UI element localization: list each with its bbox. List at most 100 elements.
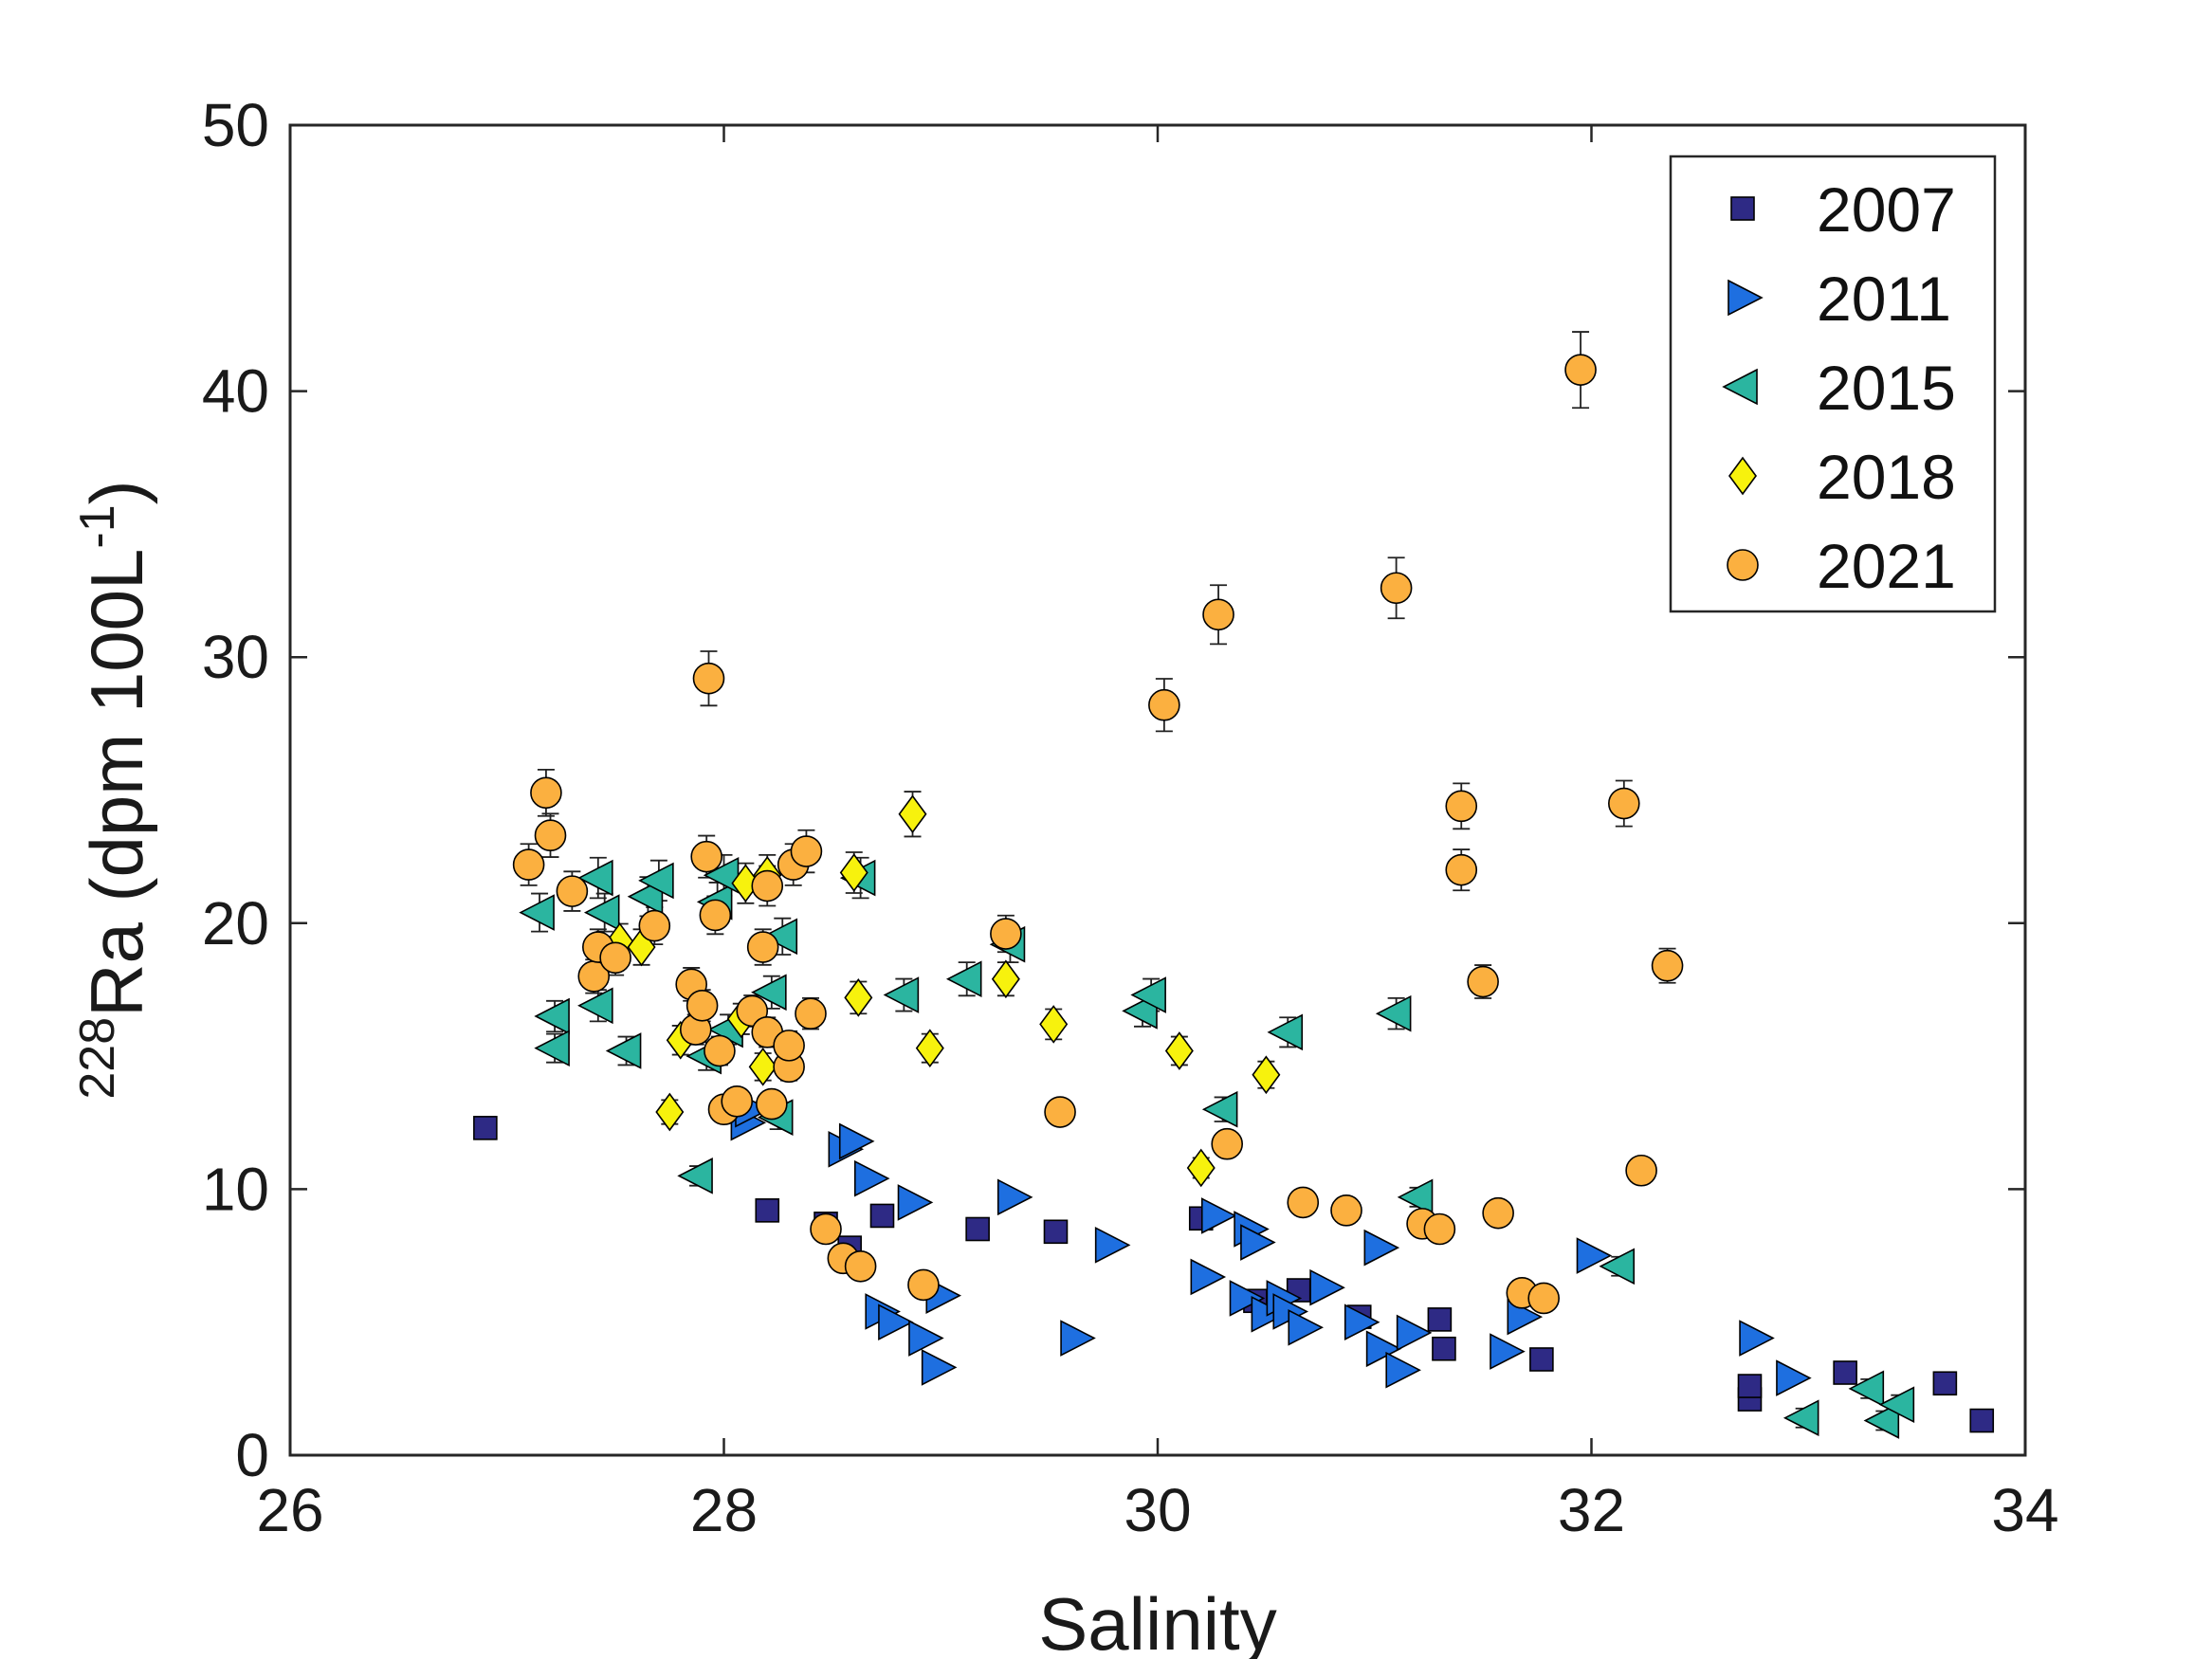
y-axis-label-main: Ra (dpm 100L (75, 549, 158, 1017)
series-2021-point (1564, 354, 1597, 386)
series-2021-point (1211, 1127, 1243, 1160)
series-2021-point (1445, 790, 1478, 823)
legend-marker (1728, 456, 1757, 496)
series-2011-point (1200, 1197, 1237, 1234)
y-axis-superscript: 228 (70, 1017, 125, 1100)
legend-item-2007: 2007 (1730, 174, 1956, 245)
series-2021-point (1651, 949, 1684, 982)
series-2007-point (965, 1216, 990, 1242)
series-2011-point (1190, 1258, 1227, 1296)
series-2021-point (990, 918, 1022, 950)
series-2015-point (1782, 1399, 1819, 1437)
series-2011-point (838, 1122, 875, 1160)
data-points (473, 354, 1995, 1439)
series-2021-point (599, 941, 631, 975)
series-2021-point (638, 909, 671, 942)
series-2011-point (1385, 1351, 1421, 1389)
y-axis-label-close: ) (75, 480, 158, 504)
y-tick-label: 40 (202, 357, 269, 426)
legend-item-2018: 2018 (1728, 442, 1956, 512)
series-2011-point (1309, 1268, 1345, 1306)
legend-items: 2007 2011 2015 2018 2021 (1722, 174, 1956, 601)
series-2011-point (921, 1349, 958, 1386)
legend-label: 2015 (1817, 353, 1956, 423)
series-2021-point (1467, 965, 1499, 998)
series-2021-point (1527, 1282, 1560, 1315)
legend-marker (1728, 279, 1764, 317)
series-2011-point (1344, 1304, 1380, 1341)
x-axis-title: Salinity (1038, 1582, 1276, 1659)
series-2007-point (1529, 1347, 1554, 1372)
series-2021-point (746, 931, 779, 963)
series-2021-point (699, 899, 732, 932)
tick-labels: 26 28 30 32 34 0 10 20 30 40 50 (202, 91, 2059, 1544)
series-2021-point (704, 1034, 736, 1067)
series-2011-point (1240, 1224, 1276, 1261)
y-tick-label: 0 (235, 1421, 269, 1489)
series-2011-point (1363, 1229, 1400, 1267)
legend: 2007 2011 2015 2018 2021 (1669, 155, 1997, 613)
series-2018-point (844, 978, 873, 1017)
series-2021-point (1423, 1212, 1456, 1246)
series-2021-point (1044, 1096, 1076, 1128)
series-2018-point (839, 853, 868, 892)
series-2011-point (897, 1184, 934, 1221)
series-2007-point (1932, 1371, 1958, 1396)
series-2011-point (1094, 1227, 1131, 1264)
legend-marker (1722, 368, 1758, 406)
legend-label: 2018 (1817, 442, 1956, 512)
x-tick-label: 30 (1124, 1476, 1191, 1544)
series-2021-point (1330, 1194, 1362, 1227)
legend-box (1669, 155, 1997, 613)
series-2011-point (853, 1159, 890, 1197)
series-2021-point (530, 776, 562, 810)
series-2015-point (1130, 976, 1166, 1013)
series-2018-point (991, 959, 1020, 999)
x-tick-label: 34 (1991, 1476, 2058, 1544)
series-2021-point (773, 1030, 805, 1062)
axis-ticks (288, 123, 2027, 1457)
series-2021-point (556, 875, 589, 907)
series-2015-point (1201, 1090, 1238, 1128)
legend-item-2021: 2021 (1727, 531, 1956, 601)
series-2015-point (534, 997, 570, 1035)
series-2011-point (1229, 1280, 1266, 1317)
series-2015-point (761, 918, 798, 956)
series-2018-point (1039, 1005, 1069, 1044)
series-2021-point (844, 1249, 877, 1283)
series-2021-point (512, 848, 545, 881)
series-2011-point (996, 1178, 1033, 1216)
series-2007-point (1427, 1307, 1453, 1332)
series-2011-point (1288, 1309, 1325, 1346)
legend-label: 2007 (1817, 174, 1956, 245)
series-2015-point (1878, 1386, 1915, 1423)
series-2011-point (1776, 1359, 1812, 1396)
series-2011-point (1060, 1320, 1096, 1357)
series-2007-point (1043, 1219, 1069, 1245)
series-2018-point (915, 1029, 944, 1068)
series-2015-point (583, 894, 620, 931)
series-2021-point (1202, 598, 1234, 631)
legend-marker (1730, 196, 1755, 221)
series-2015-point (577, 859, 613, 897)
y-tick-label: 50 (202, 91, 269, 159)
series-2007-point (1969, 1408, 1995, 1433)
legend-label: 2011 (1817, 264, 1951, 334)
series-2021-point (1625, 1154, 1657, 1187)
series-2015-point (1863, 1402, 1900, 1439)
series-2015-point (1375, 994, 1412, 1032)
series-2011-point (908, 1320, 944, 1357)
series-2021-point (692, 662, 725, 695)
series-2021-point (1608, 787, 1640, 820)
series-2007-point (755, 1198, 780, 1223)
y-axis-title: 228Ra (dpm 100L-1) (70, 480, 158, 1099)
series-2021-point (790, 835, 823, 867)
y-tick-label: 10 (202, 1155, 269, 1223)
series-2021-point (795, 997, 827, 1030)
series-2011-point (1576, 1237, 1613, 1274)
series-2015-point (677, 1158, 713, 1194)
series-2018-point (748, 1047, 777, 1086)
series-2021-point (810, 1212, 842, 1246)
series-2015-point (638, 862, 674, 900)
